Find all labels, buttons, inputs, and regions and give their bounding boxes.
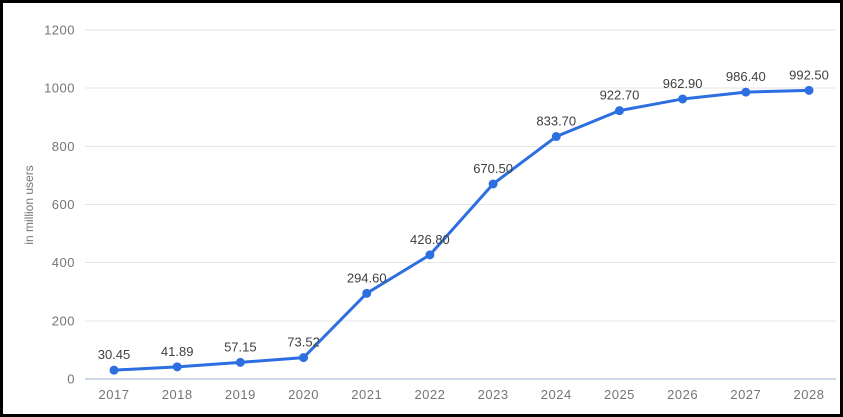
data-point-label: 73.52 <box>287 335 320 350</box>
x-tick-label: 2020 <box>288 387 319 402</box>
data-point-label: 992.50 <box>789 67 829 82</box>
y-tick-label: 400 <box>52 255 75 270</box>
x-tick-label: 2027 <box>730 387 761 402</box>
y-tick-label: 200 <box>52 313 75 328</box>
x-tick-label: 2024 <box>541 387 572 402</box>
x-tick-label: 2018 <box>162 387 193 402</box>
x-tick-label: 2019 <box>225 387 256 402</box>
line-chart: 0 200 400 600 800 1000 1200 2017 2018 2019 2020 202… <box>22 23 836 402</box>
data-point-label: 833.70 <box>536 114 576 129</box>
data-point-label: 294.60 <box>347 270 387 285</box>
data-point-marker[interactable] <box>362 288 372 298</box>
data-point-marker[interactable] <box>804 85 814 95</box>
data-point-label: 41.89 <box>161 344 194 359</box>
data-point-marker[interactable] <box>551 132 561 142</box>
x-tick-label: 2021 <box>351 387 382 402</box>
data-point-label: 986.40 <box>726 69 766 84</box>
data-point-label: 57.15 <box>224 339 257 354</box>
data-point-marker[interactable] <box>678 94 688 104</box>
data-point-label: 426.80 <box>410 232 450 247</box>
y-tick-label: 1000 <box>44 81 75 96</box>
data-point-marker[interactable] <box>235 357 245 367</box>
series-line <box>112 88 811 372</box>
data-point-marker[interactable] <box>109 365 119 375</box>
data-point-marker[interactable] <box>741 87 751 97</box>
data-point-marker[interactable] <box>299 353 309 363</box>
x-tick-label: 2017 <box>99 387 130 402</box>
series-layer <box>109 85 814 375</box>
x-tick-label: 2026 <box>667 387 698 402</box>
y-tick-label: 800 <box>52 139 75 154</box>
x-tick-label: 2028 <box>794 387 825 402</box>
data-point-marker[interactable] <box>614 106 624 116</box>
y-tick-label: 0 <box>67 372 75 387</box>
x-tick-label: 2025 <box>604 387 635 402</box>
y-tick-label: 600 <box>52 197 75 212</box>
data-point-marker[interactable] <box>172 362 182 372</box>
grid-layer: 0 200 400 600 800 1000 1200 2017 2018 2019 2020 202… <box>44 23 836 402</box>
y-axis-title: in million users <box>22 165 36 244</box>
data-point-marker[interactable] <box>425 250 435 260</box>
data-point-marker[interactable] <box>488 179 498 189</box>
data-point-label: 30.45 <box>98 347 131 362</box>
data-point-label: 962.90 <box>663 76 703 91</box>
x-tick-label: 2023 <box>478 387 509 402</box>
data-point-label: 922.70 <box>600 88 640 103</box>
y-tick-label: 1200 <box>44 23 75 38</box>
data-point-label: 670.50 <box>473 161 513 176</box>
x-tick-label: 2022 <box>414 387 445 402</box>
labels-layer: 30.45 41.89 57.15 73.52 294.60 426.80 670.50 83… <box>98 67 829 362</box>
